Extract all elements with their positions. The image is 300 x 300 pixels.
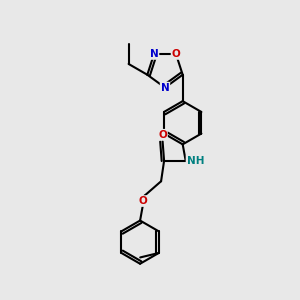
Text: N: N [160, 82, 169, 93]
Text: N: N [150, 49, 158, 59]
Text: O: O [158, 130, 167, 140]
Text: NH: NH [187, 156, 204, 166]
Text: O: O [172, 49, 180, 59]
Text: O: O [139, 196, 148, 206]
